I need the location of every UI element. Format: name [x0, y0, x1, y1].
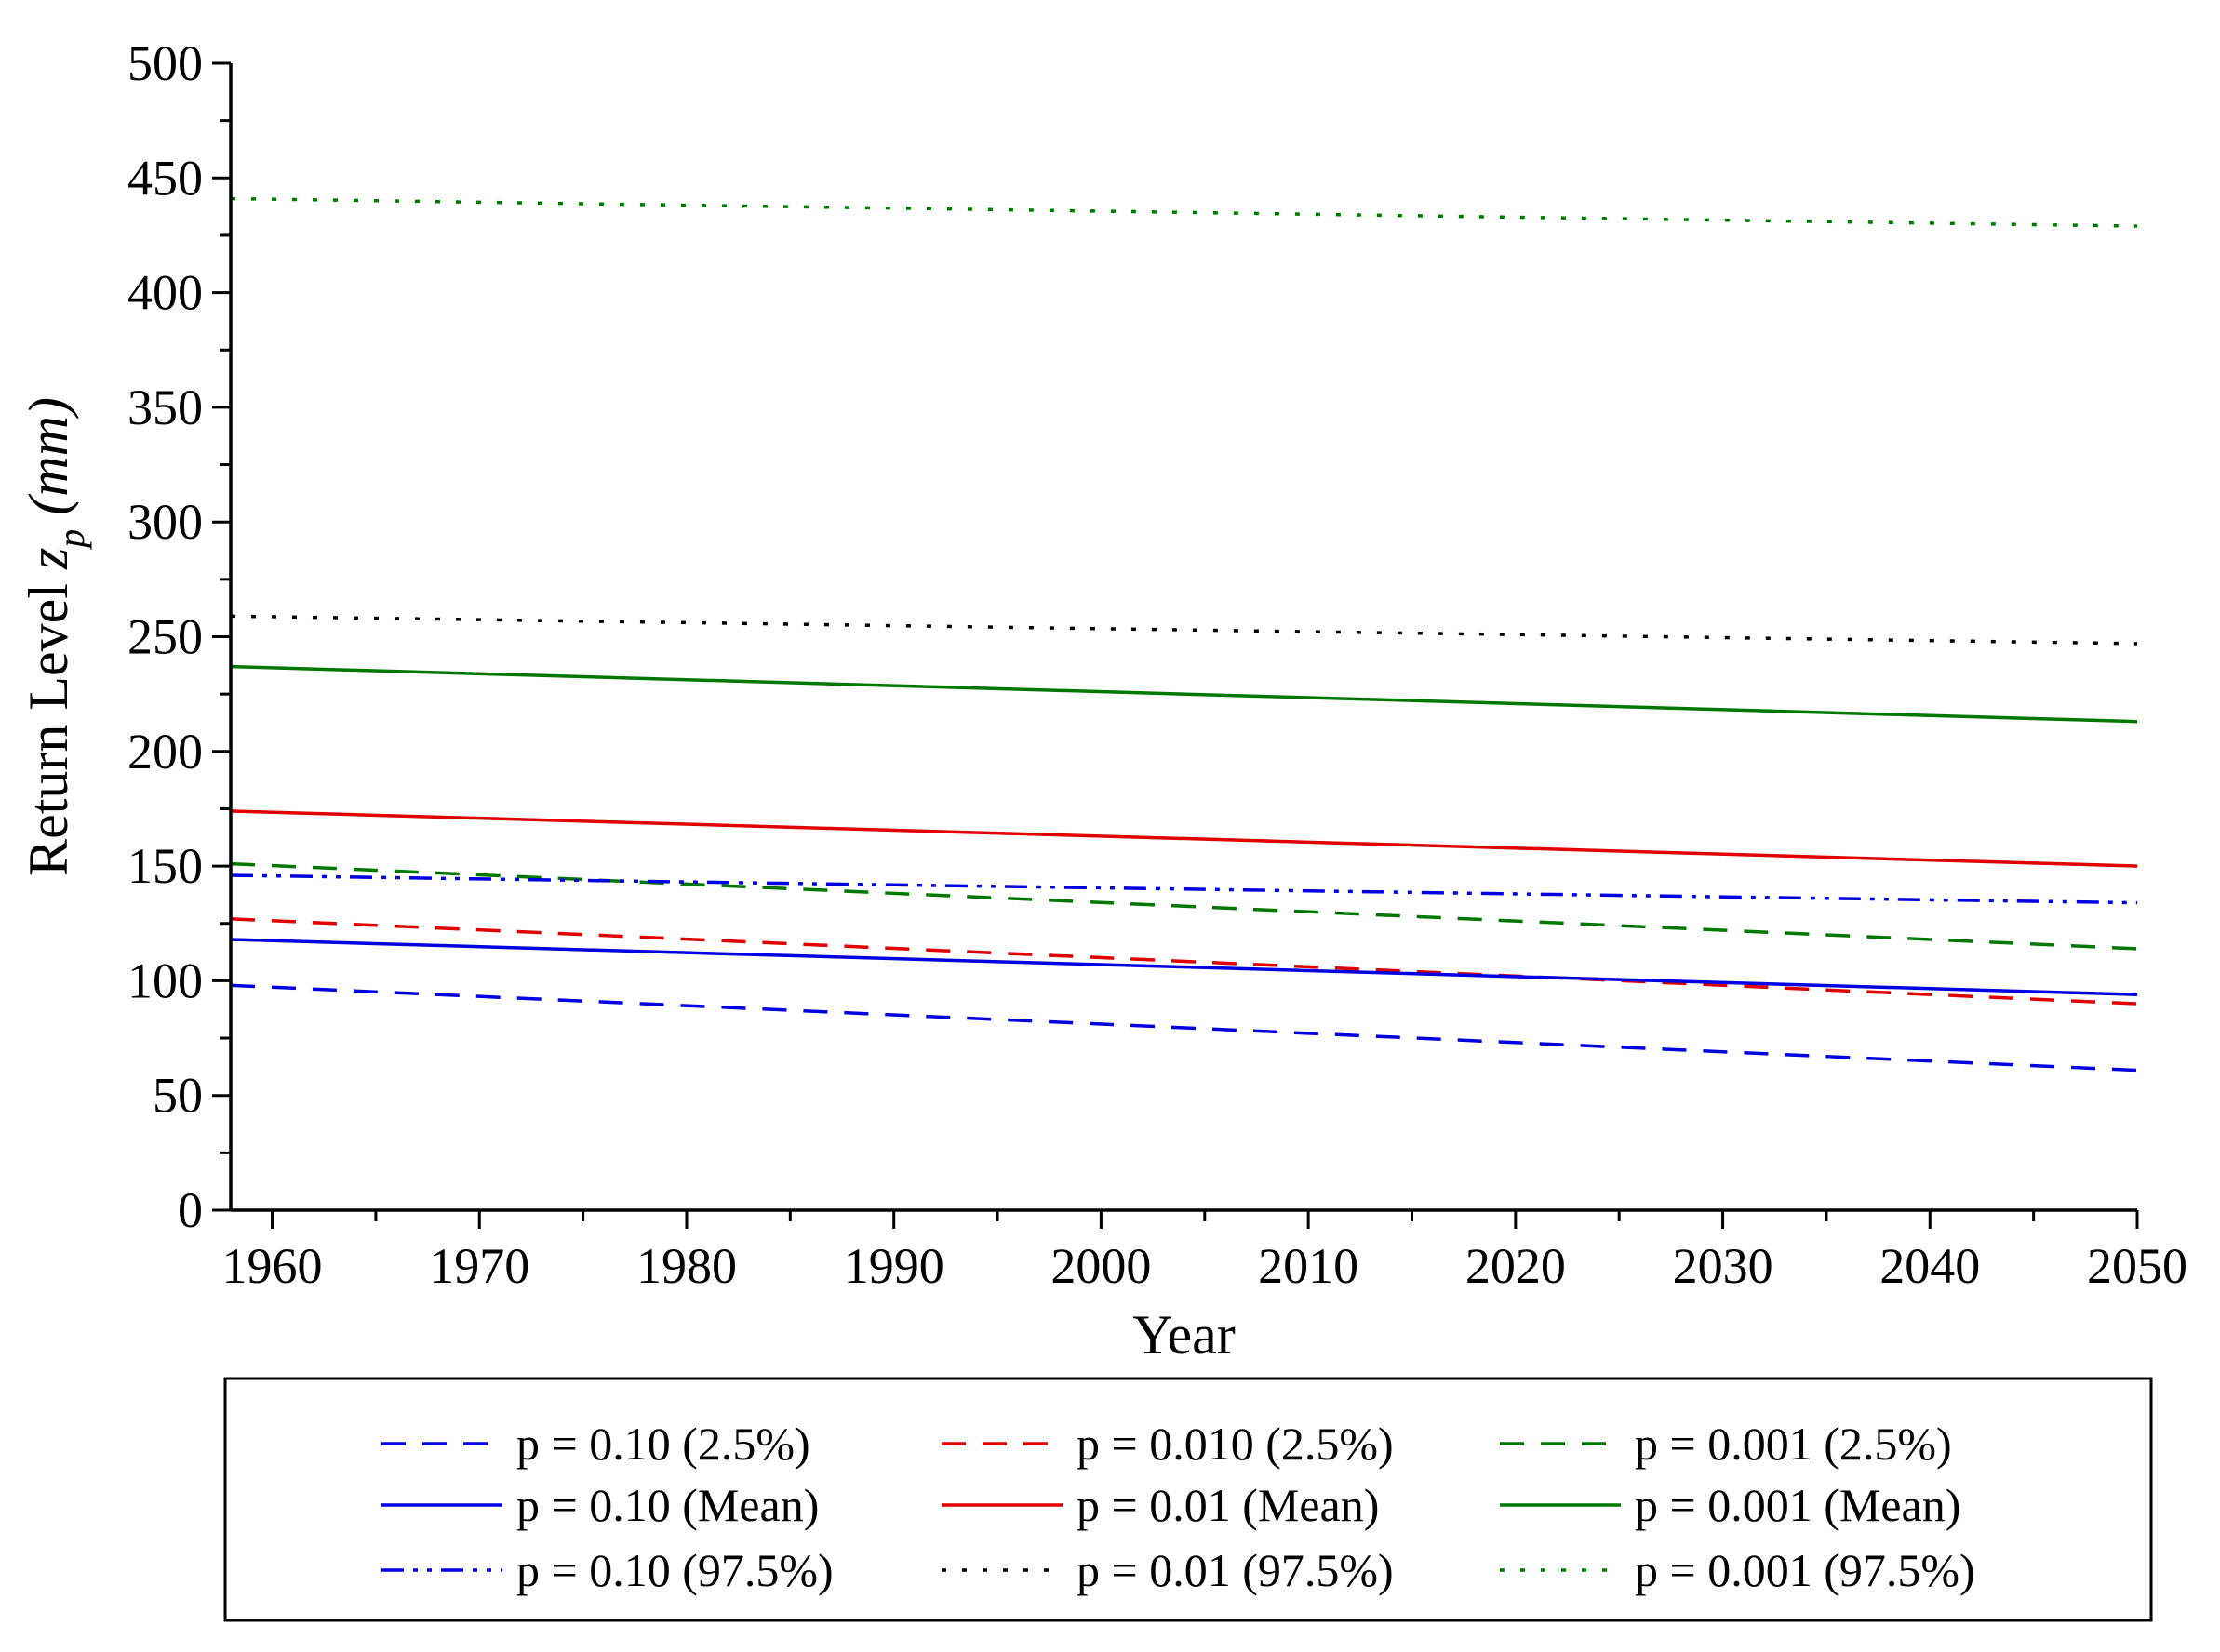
y-tick-label: 450	[127, 150, 203, 206]
y-tick-label: 500	[127, 35, 203, 91]
y-axis-title-sub: p	[50, 529, 92, 551]
y-tick-label: 400	[127, 265, 203, 321]
x-tick-label: 1970	[429, 1238, 529, 1294]
legend-label: p = 0.001 (2.5%)	[1635, 1418, 1952, 1470]
x-axis-ticks: 1960 1970 1980 1990 2000 2010 2020 2030 2040 2050	[222, 1210, 2187, 1294]
legend-label: p = 0.010 (2.5%)	[1077, 1418, 1394, 1470]
series-line-5	[230, 809, 2138, 868]
x-tick-label: 2020	[1465, 1238, 1566, 1294]
x-tick-label: 2050	[2087, 1238, 2187, 1294]
legend-label: p = 0.001 (Mean)	[1635, 1479, 1960, 1531]
y-axis-title-var: z	[18, 548, 79, 570]
y-axis-title-main: Return Level	[18, 569, 79, 876]
series-line-8	[230, 614, 2138, 646]
series-line-2	[230, 917, 2138, 1006]
y-tick-label: 50	[153, 1068, 203, 1124]
legend-label: p = 0.10 (2.5%)	[516, 1418, 810, 1470]
y-tick-label: 250	[127, 609, 203, 665]
y-axis-ticks: 0 50 100 150 200 250 300 350 400 450 500	[127, 35, 231, 1238]
y-axis-title-unit: (mm)	[18, 397, 79, 529]
legend-label: p = 0.10 (97.5%)	[516, 1544, 834, 1596]
x-tick-label: 1990	[844, 1238, 944, 1294]
x-tick-label: 2010	[1258, 1238, 1358, 1294]
x-tick-label: 2040	[1879, 1238, 1980, 1294]
x-tick-label: 1980	[636, 1238, 737, 1294]
x-tick-label: 1960	[222, 1238, 323, 1294]
series-line-3	[230, 861, 2138, 951]
legend: p = 0.10 (2.5%) p = 0.010 (2.5%) p = 0.001…	[223, 1377, 2153, 1622]
y-tick-label: 100	[127, 953, 203, 1008]
series-line-9	[230, 196, 2138, 228]
x-axis-title: Year	[1132, 1304, 1236, 1366]
axes	[229, 63, 2137, 1212]
series-line-1	[230, 983, 2138, 1072]
y-tick-label: 0	[178, 1182, 203, 1238]
legend-label: p = 0.10 (Mean)	[516, 1479, 819, 1531]
y-tick-label: 150	[127, 838, 203, 894]
y-tick-label: 200	[127, 724, 203, 779]
y-tick-label: 300	[127, 494, 203, 550]
series-line-7	[230, 873, 2138, 905]
x-tick-label: 2000	[1050, 1238, 1151, 1294]
series-line-6	[230, 664, 2138, 724]
legend-label: p = 0.001 (97.5%)	[1635, 1544, 1975, 1596]
legend-label: p = 0.01 (97.5%)	[1077, 1544, 1394, 1596]
y-tick-label: 350	[127, 380, 203, 435]
x-tick-label: 2030	[1673, 1238, 1773, 1294]
plot-lines	[230, 196, 2138, 1072]
y-axis-title: Return Level zp (mm)	[18, 397, 92, 876]
series-line-4	[230, 938, 2138, 996]
legend-label: p = 0.01 (Mean)	[1077, 1479, 1379, 1531]
legend-box	[223, 1377, 2153, 1622]
